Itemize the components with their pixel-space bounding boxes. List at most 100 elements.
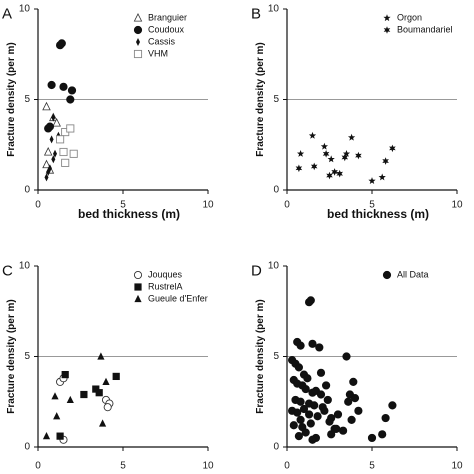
data-point (296, 150, 305, 157)
data-point (102, 377, 110, 385)
series-2 (42, 352, 110, 440)
panel-label: C (2, 262, 13, 279)
y-tick-label: 10 (268, 4, 280, 15)
legend: Branguier Coudoux Cassis VHM (133, 12, 187, 59)
legend: All Data (382, 269, 429, 280)
data-point (323, 395, 332, 405)
data-point (339, 426, 348, 435)
data-point (310, 162, 318, 171)
data-point (56, 432, 64, 440)
data-point (308, 339, 317, 348)
data-point (367, 433, 377, 443)
data-point (341, 153, 349, 162)
x-tick-label: 0 (35, 200, 41, 211)
y-tick-label: 10 (19, 261, 31, 272)
series-0 (56, 374, 114, 444)
data-point (296, 415, 305, 424)
data-point (347, 133, 356, 141)
data-point (306, 419, 315, 428)
panel-b: B 0 5 10 0 5 10 Fracture density (per m) bed thi… (251, 4, 463, 221)
panel-c: C 0 5 10 0 5 10 Fracture density (per m) Jouques… (2, 261, 214, 472)
panel-label: B (251, 5, 261, 22)
data-point (326, 171, 333, 180)
legend-label: Gueule d'Enfer (148, 293, 208, 303)
data-point (310, 401, 319, 410)
data-point (61, 158, 70, 167)
data-point (350, 394, 360, 403)
data-point (347, 415, 356, 424)
data-point (289, 421, 298, 430)
legend-marker (383, 14, 391, 22)
panel-label: D (251, 262, 262, 279)
panel-label: A (2, 5, 12, 22)
data-point (320, 406, 329, 415)
data-point (59, 82, 68, 91)
data-point (43, 146, 53, 156)
data-point (51, 155, 56, 164)
legend-label: Coudoux (148, 24, 185, 34)
y-axis-label: Fracture density (per m) (6, 42, 17, 156)
data-point (333, 410, 343, 419)
x-tick-label: 5 (120, 461, 126, 472)
data-point (66, 395, 74, 404)
data-point (69, 149, 78, 158)
y-axis-label: Fracture density (per m) (255, 42, 266, 156)
x-tick-label: 0 (284, 200, 290, 211)
x-tick-label: 0 (35, 461, 41, 472)
data-point (325, 417, 334, 426)
data-point (294, 432, 303, 441)
data-point (52, 118, 61, 127)
y-tick-label: 5 (24, 351, 30, 362)
data-point (355, 151, 362, 160)
data-point (42, 432, 51, 440)
data-point (56, 135, 65, 144)
x-tick-label: 10 (451, 200, 463, 211)
data-point (295, 164, 303, 173)
y-tick-label: 5 (273, 351, 279, 362)
data-point (389, 144, 396, 153)
y-axis-label: Fracture density (per m) (255, 299, 266, 413)
data-point (49, 135, 54, 144)
data-point (316, 390, 326, 399)
legend: Orgon Boumandariel (383, 12, 453, 34)
series-3 (56, 124, 78, 167)
data-point (296, 341, 305, 350)
legend-label: Orgon (397, 12, 422, 22)
legend-marker (134, 294, 142, 303)
legend-label: RustrelA (148, 281, 183, 291)
data-point (95, 389, 103, 397)
data-point (61, 371, 69, 379)
data-point (293, 408, 302, 417)
data-point (294, 363, 303, 372)
legend-marker (382, 270, 392, 280)
y-tick-label: 0 (273, 442, 279, 453)
series-1 (295, 144, 396, 180)
data-point (301, 428, 310, 437)
data-point (46, 167, 51, 176)
y-tick-label: 0 (273, 185, 279, 196)
data-point (103, 403, 112, 412)
legend-marker (133, 49, 143, 59)
data-point (308, 435, 317, 444)
data-point (322, 150, 330, 158)
data-point (301, 384, 310, 394)
data-point (354, 406, 363, 415)
series-2 (44, 113, 61, 182)
legend-label: Jouques (148, 269, 183, 279)
data-point (92, 385, 100, 393)
x-tick-label: 10 (451, 461, 463, 472)
legend-label: Branguier (148, 12, 187, 22)
y-tick-label: 10 (268, 261, 280, 272)
data-point (99, 419, 107, 427)
legend-marker (134, 283, 142, 291)
data-point (80, 390, 88, 399)
legend-marker (383, 26, 391, 34)
data-point (97, 352, 105, 360)
data-point (378, 173, 386, 181)
data-point (57, 39, 66, 48)
data-point (42, 101, 51, 111)
data-point (316, 368, 326, 377)
data-point (388, 401, 397, 410)
data-point (336, 169, 343, 178)
